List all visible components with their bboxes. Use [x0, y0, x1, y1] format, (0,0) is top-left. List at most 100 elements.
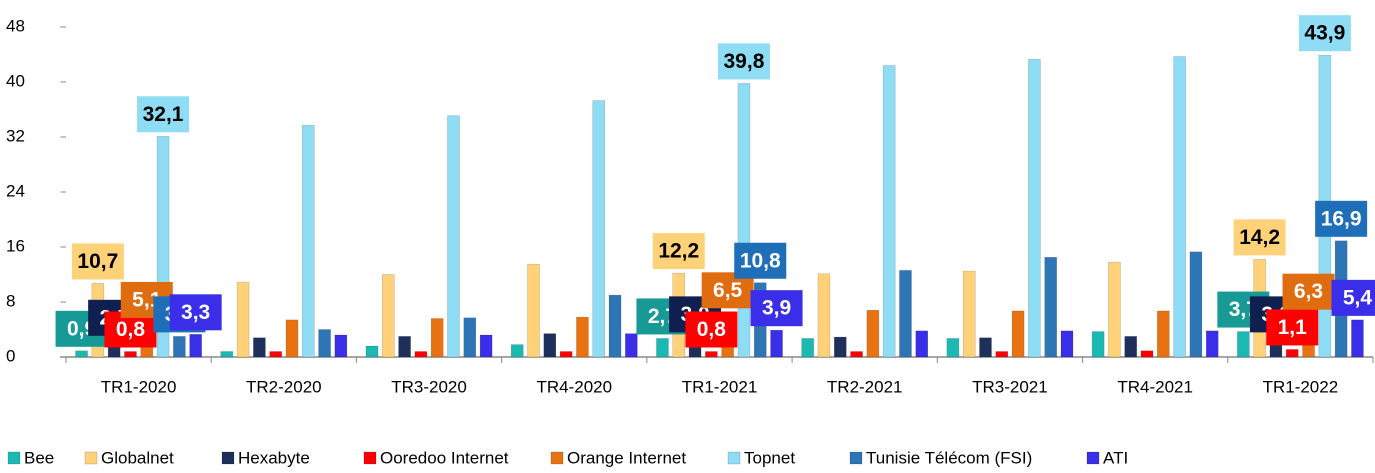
- bar: [382, 274, 395, 358]
- value-label-text: 0,8: [116, 318, 146, 341]
- bar: [430, 318, 444, 358]
- bar: [1140, 350, 1154, 358]
- bar: [189, 334, 202, 358]
- value-label-text: 16,9: [1321, 207, 1362, 230]
- bar: [656, 338, 669, 358]
- legend-swatch: [84, 451, 98, 465]
- value-label-box: [1315, 200, 1368, 237]
- value-label: 14,2: [1233, 219, 1286, 256]
- bar: [527, 263, 540, 358]
- legend-swatch: [7, 451, 21, 465]
- value-label: 6,5: [701, 272, 754, 309]
- bar: [882, 65, 896, 358]
- bar: [979, 337, 992, 358]
- bar: [899, 270, 912, 358]
- value-label-box: [1233, 219, 1286, 256]
- bar: [447, 115, 460, 358]
- bar: [705, 351, 718, 358]
- bar: [1205, 330, 1219, 358]
- x-tick-label: TR1-2020: [101, 377, 177, 396]
- value-label-text: 3,3: [181, 301, 210, 324]
- bar: [1189, 251, 1203, 358]
- legend-swatch: [849, 451, 863, 465]
- value-label: 16,9: [1315, 200, 1368, 237]
- legend-swatch: [221, 451, 235, 465]
- x-tick-label: TR3-2020: [391, 377, 467, 396]
- bar: [995, 351, 1009, 358]
- value-label-box: [685, 311, 738, 348]
- bar: [220, 351, 234, 358]
- bar: [608, 294, 622, 358]
- bar: [770, 329, 783, 358]
- value-label: 5,4: [1331, 279, 1375, 316]
- bar: [318, 329, 331, 358]
- value-label-text: 10,7: [77, 250, 118, 273]
- value-label-box: [137, 96, 190, 133]
- value-label-box: [750, 290, 803, 327]
- value-label-text: 0,8: [697, 318, 727, 341]
- bar: [576, 316, 589, 358]
- x-tick-label: TR3-2021: [972, 377, 1048, 396]
- value-label-box: [1266, 309, 1319, 346]
- legend-label: Globalnet: [101, 448, 174, 467]
- bar: [334, 334, 348, 358]
- value-label-box: [1331, 279, 1375, 316]
- x-tick-label: TR2-2021: [827, 377, 903, 396]
- y-tick-label: 16: [6, 236, 25, 255]
- value-label-box: [717, 43, 770, 80]
- value-label-text: 1,1: [1278, 316, 1308, 339]
- bar: [543, 333, 557, 358]
- x-tick-label: TR1-2021: [682, 377, 758, 396]
- y-tick-label: 8: [6, 291, 15, 310]
- x-tick-label: TR4-2020: [536, 377, 612, 396]
- y-tick-label: 40: [6, 71, 25, 90]
- value-label-text: 39,8: [724, 50, 765, 73]
- bar: [236, 281, 250, 358]
- value-label: 12,2: [652, 233, 705, 270]
- bar: [962, 270, 976, 358]
- bar: [302, 125, 315, 358]
- legend-swatch: [727, 451, 741, 465]
- bar: [414, 351, 428, 358]
- bar: [253, 337, 266, 358]
- bar: [269, 351, 282, 358]
- value-label: 10,7: [71, 243, 124, 280]
- bar: [817, 273, 831, 358]
- value-label-box: [71, 243, 124, 280]
- value-label-text: 43,9: [1304, 22, 1345, 45]
- bar: [1285, 349, 1299, 358]
- bar: [1091, 331, 1105, 358]
- value-label: 43,9: [1298, 15, 1351, 52]
- bar: [625, 333, 638, 358]
- value-label-text: 14,2: [1239, 226, 1280, 249]
- value-label-text: 12,2: [658, 240, 699, 263]
- y-tick-label: 0: [6, 346, 15, 365]
- bar: [398, 336, 411, 358]
- bar: [801, 338, 814, 358]
- x-tick-label: TR1-2022: [1263, 377, 1339, 396]
- bar: [463, 317, 477, 358]
- value-label-box: [169, 294, 222, 331]
- value-label: 32,1: [137, 96, 190, 133]
- legend-swatch: [550, 451, 564, 465]
- bar: [285, 319, 299, 358]
- legend-label: Topnet: [744, 448, 795, 467]
- bar: [866, 310, 880, 358]
- bar: [592, 100, 605, 358]
- legend-label: Hexabyte: [238, 448, 310, 467]
- bar: [124, 351, 137, 358]
- value-label: 10,8: [734, 242, 787, 279]
- legend-label: Tunisie Télécom (FSI): [866, 448, 1032, 467]
- legend-label: Ooredoo Internet: [380, 448, 509, 467]
- value-label-box: [1282, 273, 1335, 310]
- value-label-text: 6,3: [1294, 280, 1323, 303]
- bar: [365, 345, 379, 358]
- bar: [1060, 330, 1074, 358]
- bar: [946, 338, 960, 358]
- value-label-text: 3,9: [762, 297, 791, 320]
- bar: [1011, 310, 1025, 358]
- x-tick-label: TR2-2020: [246, 377, 322, 396]
- bar: [1173, 56, 1186, 358]
- value-label: 39,8: [717, 43, 770, 80]
- bar: [479, 334, 493, 358]
